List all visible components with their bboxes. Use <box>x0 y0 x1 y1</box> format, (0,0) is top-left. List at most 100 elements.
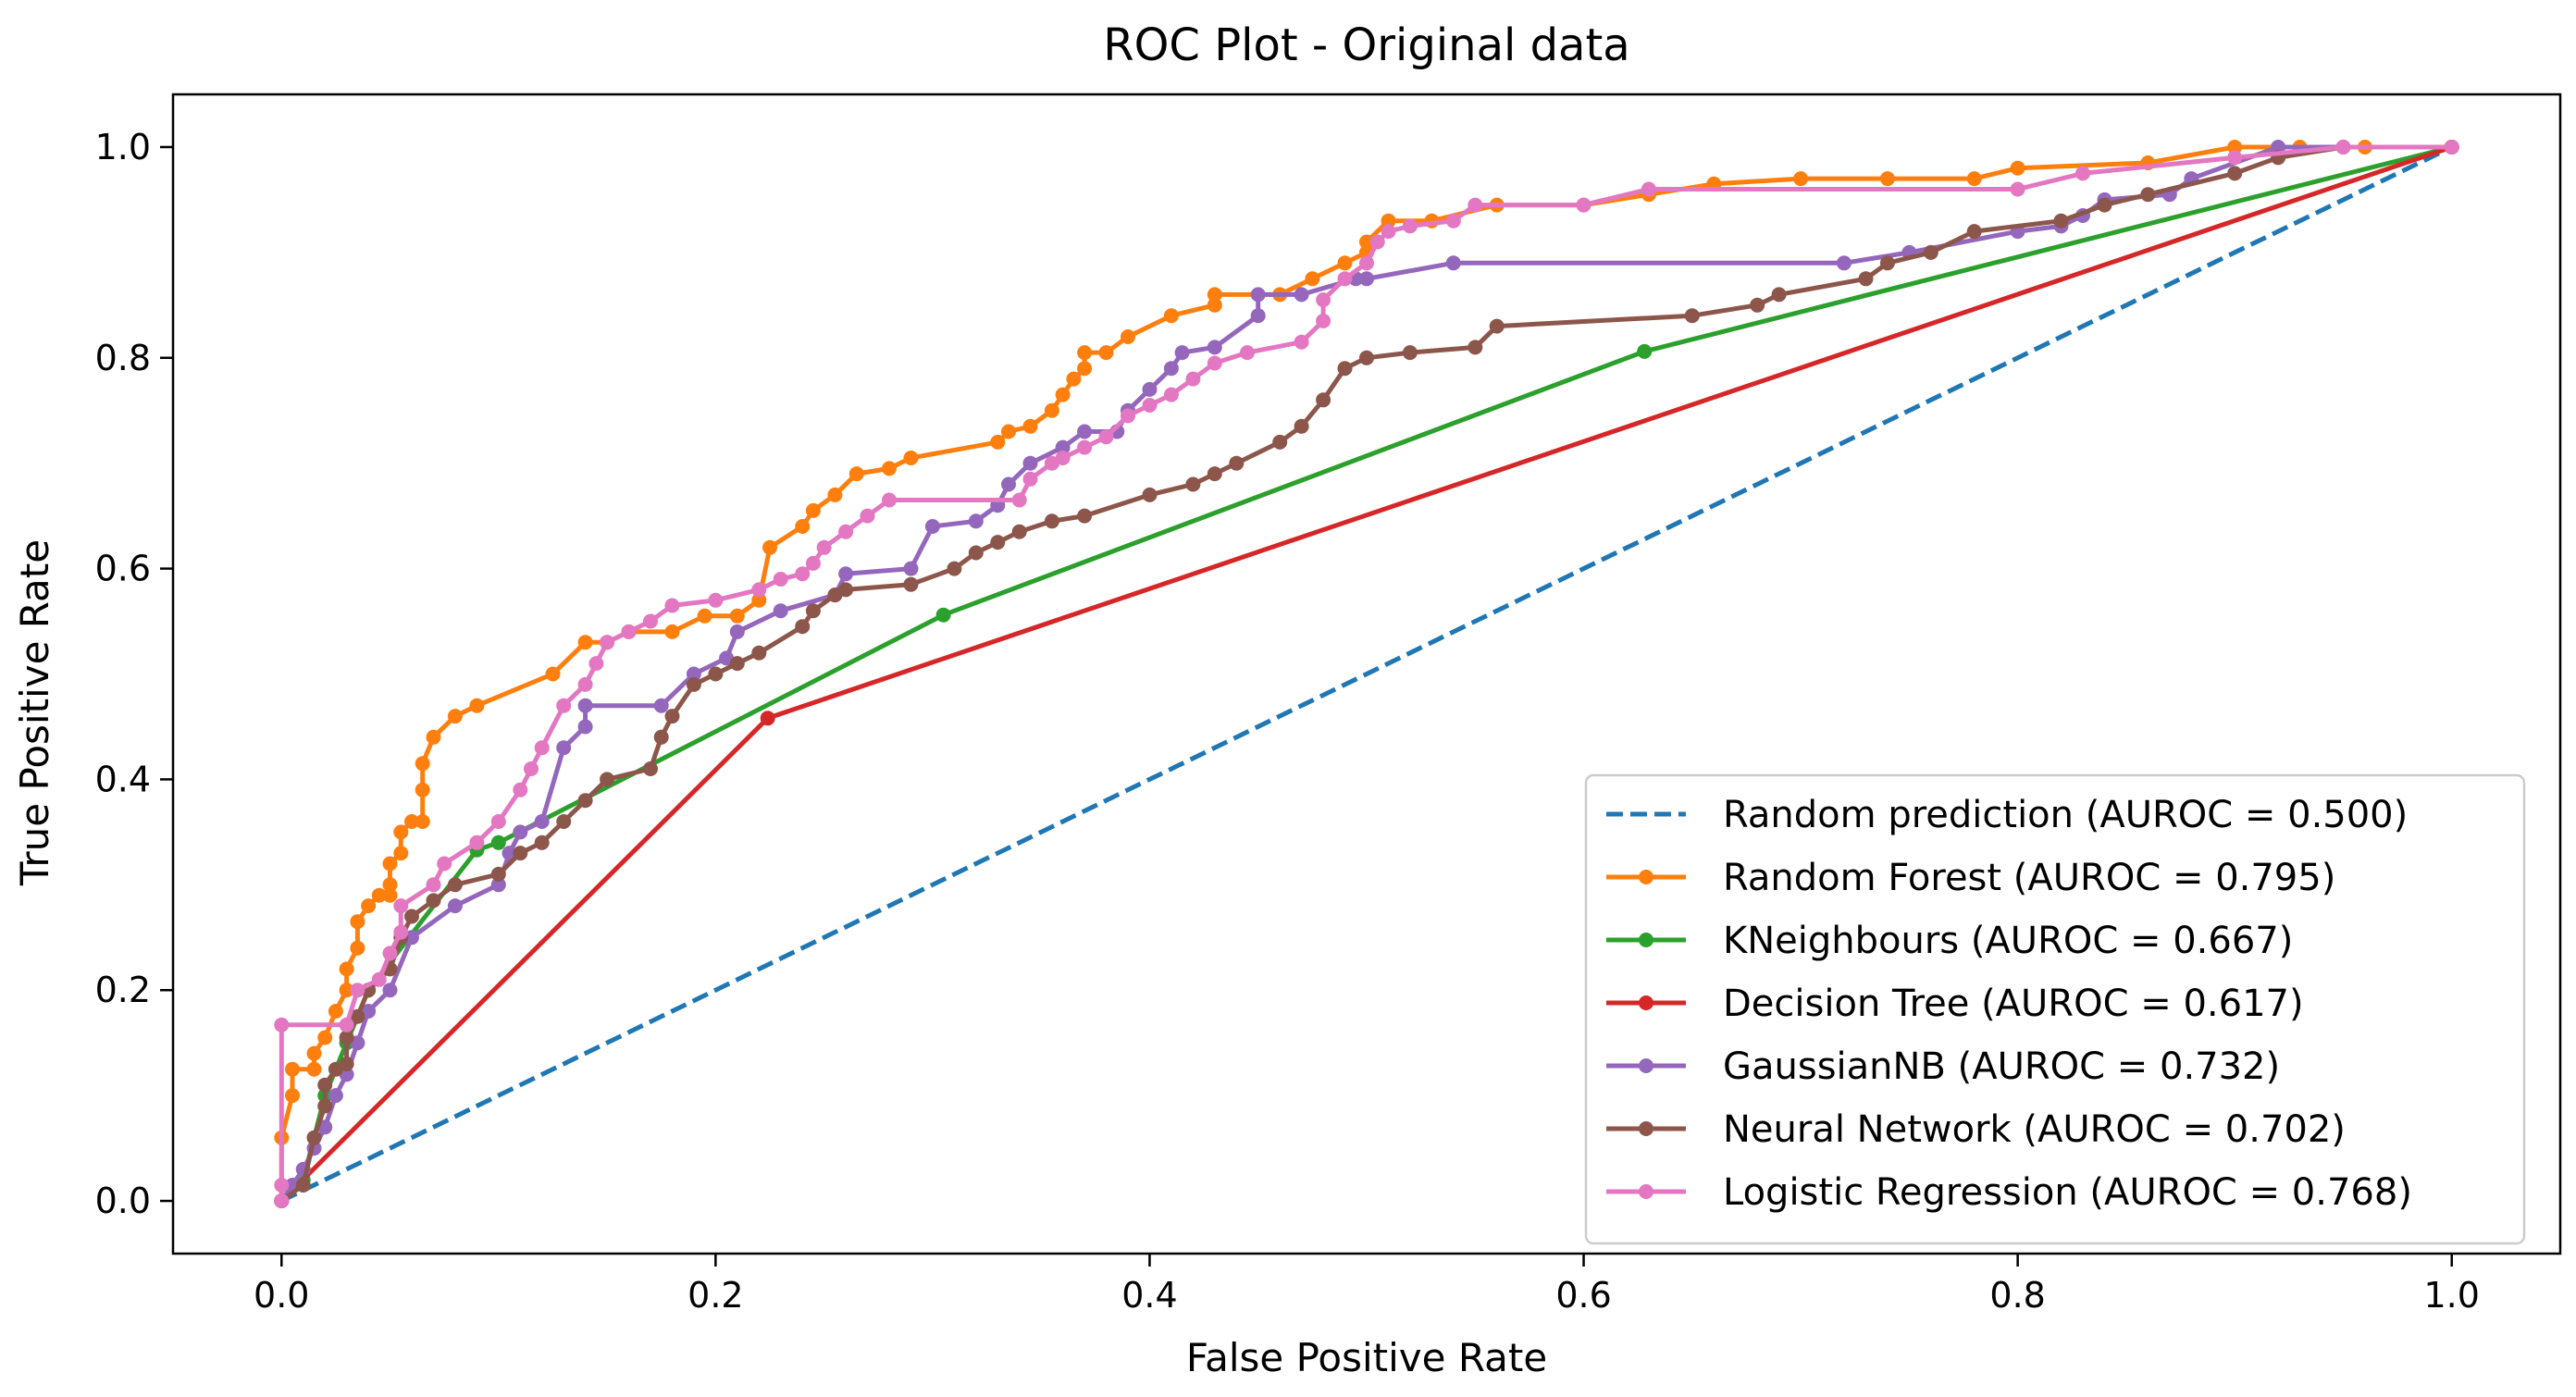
point-logistic-regression-31 <box>882 492 897 508</box>
point-random-forest-48 <box>1077 345 1093 361</box>
point-neural-network-20 <box>600 772 615 787</box>
point-neural-network-31 <box>838 582 854 598</box>
point-logistic-regression-45 <box>1316 313 1331 328</box>
point-gaussiannb-28 <box>968 513 984 529</box>
point-logistic-regression-49 <box>1369 234 1385 250</box>
point-logistic-regression-50 <box>1381 224 1396 240</box>
legend-marker-gaussiannb <box>1639 1058 1653 1073</box>
point-gaussiannb-32 <box>1055 439 1071 455</box>
point-gaussiannb-14 <box>513 824 528 840</box>
point-neural-network-48 <box>1402 345 1418 361</box>
point-logistic-regression-27 <box>805 555 821 571</box>
point-gaussiannb-39 <box>1207 340 1222 355</box>
point-gaussiannb-38 <box>1174 345 1190 361</box>
point-neural-network-42 <box>1229 455 1245 471</box>
point-logistic-regression-16 <box>556 698 572 713</box>
point-random-forest-55 <box>1305 271 1320 287</box>
point-neural-network-28 <box>795 619 811 635</box>
point-random-forest-59 <box>1381 213 1396 229</box>
point-logistic-regression-39 <box>1142 398 1158 413</box>
point-random-forest-30 <box>664 624 680 639</box>
point-logistic-regression-59 <box>2335 140 2351 155</box>
point-neural-network-13 <box>426 893 441 909</box>
point-logistic-regression-15 <box>534 740 550 756</box>
legend-box <box>1584 773 2526 1245</box>
point-logistic-regression-21 <box>643 613 658 629</box>
legend-item-random-forest: Random Forest (AUROC = 0.795) <box>1606 857 2335 899</box>
point-gaussiannb-33 <box>1077 424 1093 439</box>
x-tick-label-5: 1.0 <box>2424 1275 2480 1316</box>
x-axis: 0.0 0.2 0.4 0.6 0.8 1.0 <box>254 1254 2480 1316</box>
point-logistic-regression-51 <box>1402 218 1418 234</box>
legend-item-kneighbours: KNeighbours (AUROC = 0.667) <box>1606 920 2293 962</box>
point-neural-network-23 <box>664 709 680 724</box>
point-gaussiannb-45 <box>1445 255 1461 271</box>
point-logistic-regression-48 <box>1359 255 1374 271</box>
legend-marker-kneighbours <box>1639 933 1653 947</box>
point-neural-network-14 <box>447 877 463 893</box>
point-random-forest-21 <box>415 782 430 797</box>
point-random-forest-20 <box>415 814 430 829</box>
point-neural-network-38 <box>1077 508 1093 524</box>
point-kneighbours-8 <box>1637 343 1653 359</box>
point-random-forest-9 <box>339 961 354 977</box>
x-tick-label-1: 0.2 <box>687 1275 743 1316</box>
point-neural-network-25 <box>708 666 724 682</box>
point-random-forest-53 <box>1207 287 1222 303</box>
point-random-forest-46 <box>1066 371 1082 387</box>
series-random-prediction <box>280 144 2453 1204</box>
point-random-forest-2 <box>285 1088 300 1104</box>
point-logistic-regression-5 <box>371 971 387 987</box>
point-random-forest-67 <box>1966 171 1982 187</box>
point-random-forest-33 <box>751 592 767 608</box>
point-gaussiannb-13 <box>502 846 517 861</box>
point-random-forest-3 <box>285 1061 300 1077</box>
point-random-forest-25 <box>469 698 485 713</box>
point-logistic-regression-3 <box>339 1017 354 1032</box>
point-random-forest-44 <box>1044 402 1059 418</box>
point-neural-network-4 <box>317 1077 333 1093</box>
point-logistic-regression-40 <box>1163 387 1179 402</box>
point-logistic-regression-54 <box>1576 197 1591 213</box>
series-logistic-regression <box>274 140 2459 1208</box>
point-logistic-regression-12 <box>490 814 506 829</box>
point-random-forest-26 <box>545 666 561 682</box>
point-kneighbours-6 <box>490 834 506 850</box>
point-random-forest-23 <box>426 729 441 745</box>
point-random-forest-15 <box>382 877 398 893</box>
point-logistic-regression-17 <box>577 676 593 692</box>
point-neural-network-16 <box>513 846 528 861</box>
point-logistic-regression-58 <box>2227 150 2243 166</box>
point-random-forest-65 <box>1793 171 1809 187</box>
point-neural-network-40 <box>1185 476 1201 492</box>
legend-label-decision-tree: Decision Tree (AUROC = 0.617) <box>1723 983 2304 1025</box>
point-random-forest-49 <box>1098 345 1114 361</box>
point-neural-network-57 <box>1966 224 1982 240</box>
point-logistic-regression-22 <box>664 598 680 613</box>
point-neural-network-12 <box>404 909 419 924</box>
point-random-forest-14 <box>382 887 398 903</box>
x-tick-label-0: 0.0 <box>254 1275 309 1316</box>
point-logistic-regression-47 <box>1337 271 1353 287</box>
point-logistic-regression-60 <box>2444 140 2459 155</box>
legend-label-random-prediction: Random prediction (AUROC = 0.500) <box>1723 794 2408 836</box>
point-random-forest-66 <box>1879 171 1895 187</box>
point-logistic-regression-38 <box>1121 408 1135 424</box>
point-neural-network-58 <box>2053 213 2069 229</box>
y-tick-label-2: 0.4 <box>95 759 151 799</box>
point-neural-network-26 <box>729 656 745 672</box>
point-random-forest-56 <box>1337 255 1353 271</box>
point-gaussiannb-40 <box>1250 308 1266 324</box>
point-gaussiannb-44 <box>1359 271 1374 287</box>
y-tick-label-1: 0.2 <box>95 970 151 1010</box>
point-gaussiannb-5 <box>328 1088 343 1104</box>
point-neural-network-18 <box>556 814 572 829</box>
point-neural-network-60 <box>2140 187 2156 203</box>
point-neural-network-59 <box>2097 197 2112 213</box>
point-neural-network-53 <box>1771 287 1787 303</box>
point-gaussiannb-25 <box>838 566 854 582</box>
point-logistic-regression-37 <box>1098 429 1114 445</box>
legend-marker-decision-tree <box>1639 995 1653 1010</box>
point-gaussiannb-12 <box>490 877 506 893</box>
point-logistic-regression-44 <box>1294 334 1309 350</box>
